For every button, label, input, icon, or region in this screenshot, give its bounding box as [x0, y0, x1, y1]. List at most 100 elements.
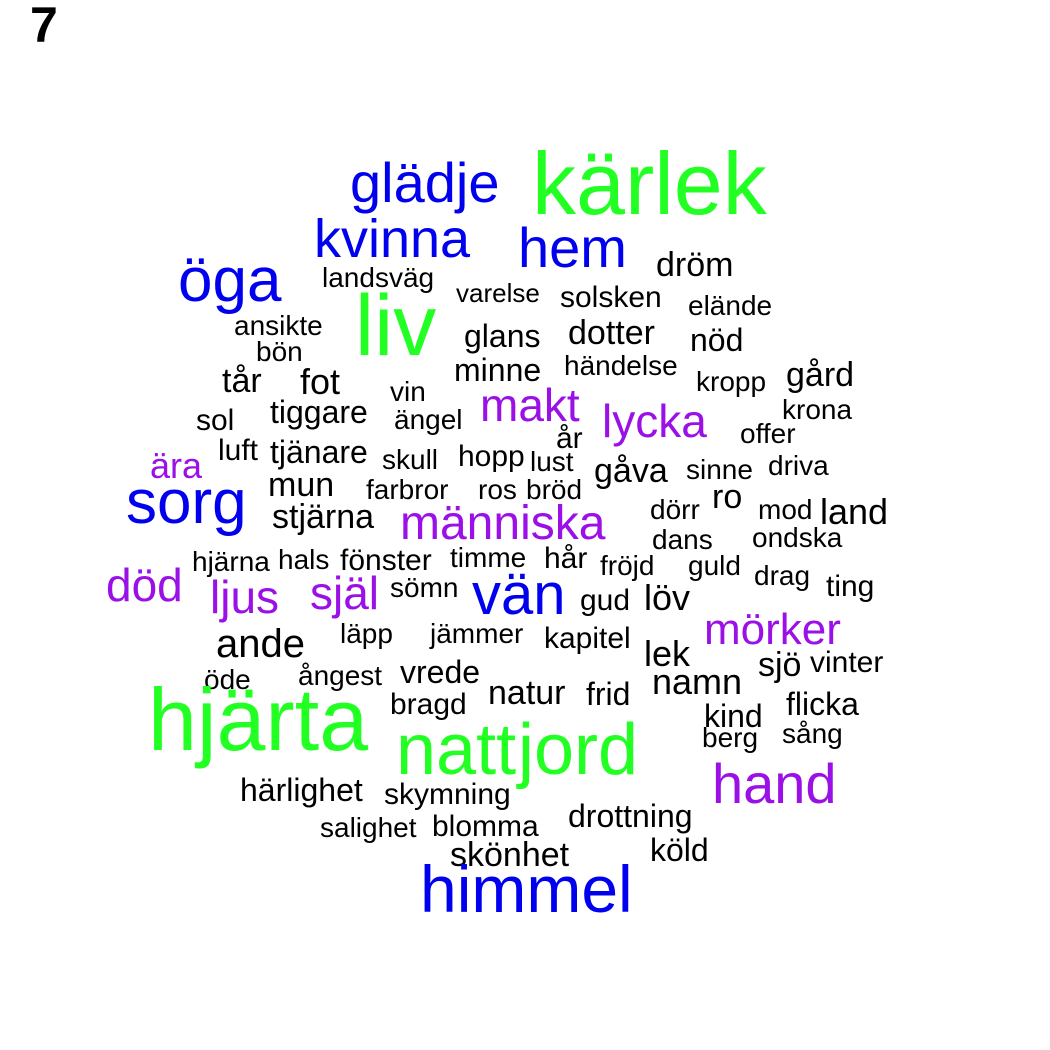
cloud-word: ansikte [234, 310, 323, 341]
cloud-word: landsväg [322, 262, 435, 293]
cloud-word: vän [472, 562, 566, 627]
cloud-word: skymning [384, 778, 511, 811]
cloud-word: tjänare [270, 434, 368, 470]
cloud-word: drottning [568, 798, 693, 834]
cloud-word: ära [150, 445, 203, 486]
cloud-word: guld [688, 550, 741, 581]
cloud-word: skull [382, 444, 439, 475]
cloud-word: skönhet [450, 836, 570, 874]
cloud-word: ros [478, 474, 517, 505]
cloud-word: gåva [594, 452, 668, 490]
cloud-word: dörr [650, 494, 700, 525]
cloud-word: nöd [690, 322, 744, 358]
cloud-word: gud [580, 584, 631, 617]
cloud-word: sol [196, 404, 235, 437]
cloud-word: blomma [432, 810, 539, 843]
cloud-word: hand [712, 752, 837, 815]
cloud-word: öga [178, 246, 282, 315]
cloud-word: ängel [394, 404, 463, 435]
cloud-word: hjärna [192, 546, 270, 577]
cloud-word: ro [712, 478, 743, 516]
cloud-word: ondska [752, 522, 843, 553]
cloud-word: vinter [810, 646, 884, 679]
cloud-word: fot [300, 361, 341, 402]
cloud-word: hopp [458, 440, 525, 473]
cloud-word: mörker [704, 605, 841, 654]
cloud-word: ljus [210, 571, 280, 623]
cloud-word: land [820, 491, 889, 532]
cloud-word: lek [644, 633, 691, 674]
cloud-word: dans [652, 524, 713, 555]
cloud-word: driva [768, 450, 829, 481]
cloud-word: lust [530, 446, 574, 477]
cloud-word: ångest [298, 660, 383, 691]
cloud-word: himmel [420, 852, 633, 926]
cloud-word: stjärna [272, 498, 375, 536]
cloud-word: elände [688, 290, 773, 321]
cloud-word: varelse [456, 278, 540, 308]
cloud-word: jämmer [430, 618, 524, 649]
cloud-word: glans [464, 318, 541, 354]
cloud-word: sömn [390, 572, 459, 603]
cloud-word: salighet [320, 812, 417, 843]
cloud-word: hjärta [148, 670, 369, 769]
cloud-word: drag [754, 560, 811, 591]
cloud-word: bön [256, 336, 303, 367]
cloud-word: härlighet [240, 772, 363, 808]
cloud-word: namn [652, 661, 743, 702]
cloud-word: timme [450, 542, 527, 573]
cloud-word: vrede [400, 654, 481, 690]
cloud-word: fröjd [600, 550, 655, 581]
cloud-word: bragd [390, 688, 467, 721]
cloud-word: gård [786, 356, 855, 394]
cloud-word: ting [826, 570, 875, 603]
cloud-word: sinne [686, 454, 753, 485]
cloud-word: sång [782, 718, 843, 749]
cloud-word: flicka [786, 686, 859, 722]
cloud-word: natur [488, 674, 566, 712]
cloud-word: sjö [758, 646, 802, 684]
cloud-word: mun [268, 466, 335, 504]
cloud-word: dröm [656, 246, 734, 284]
cloud-word: läpp [340, 618, 393, 649]
cloud-word: själ [310, 567, 380, 619]
cloud-word: löv [644, 577, 691, 618]
cloud-word: berg [702, 722, 759, 753]
cloud-word: frid [586, 676, 631, 712]
panel-label: 7 [30, 0, 58, 53]
cloud-word: fönster [340, 544, 432, 577]
cloud-word: jord [518, 710, 639, 790]
cloud-word: händelse [564, 350, 678, 381]
cloud-word: år [556, 422, 583, 455]
cloud-word: liv [355, 278, 437, 374]
cloud-word: krona [782, 394, 853, 425]
cloud-word: makt [480, 379, 580, 431]
cloud-word: människa [400, 497, 606, 550]
cloud-word: kapitel [544, 622, 631, 655]
cloud-word: kind [704, 698, 763, 734]
cloud-word: död [106, 559, 183, 611]
cloud-word: kärlek [532, 134, 767, 233]
cloud-word: minne [454, 352, 542, 388]
cloud-word: tiggare [270, 394, 368, 430]
cloud-word: bröd [526, 474, 583, 505]
cloud-word: dotter [568, 314, 655, 352]
cloud-word: sorg [126, 468, 247, 537]
cloud-word: luft [218, 434, 259, 467]
cloud-word: glädje [350, 151, 500, 214]
cloud-word: hår [544, 542, 588, 575]
cloud-word: natt [396, 710, 517, 790]
cloud-word: ande [216, 622, 305, 666]
cloud-word: tår [222, 362, 262, 400]
cloud-word: hem [518, 216, 627, 279]
cloud-word: vin [390, 376, 426, 407]
cloud-word: mod [758, 494, 813, 525]
cloud-word: kropp [696, 366, 767, 397]
cloud-word: offer [740, 418, 796, 449]
cloud-word: solsken [560, 281, 662, 314]
cloud-word: köld [650, 832, 709, 868]
cloud-word: öde [204, 664, 251, 695]
cloud-word: farbror [366, 474, 449, 505]
cloud-word: lycka [602, 395, 707, 447]
